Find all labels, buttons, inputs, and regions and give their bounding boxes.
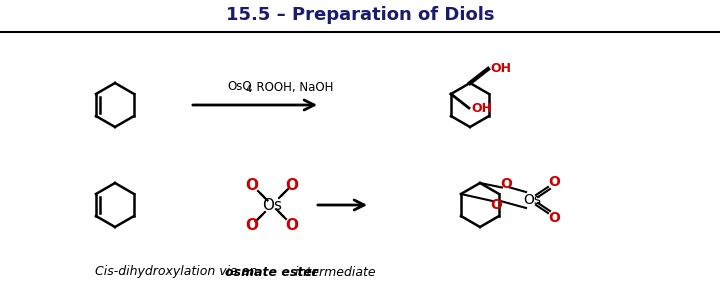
Text: Os: Os [523, 193, 541, 207]
Text: 4: 4 [246, 86, 251, 94]
Text: O: O [548, 211, 560, 225]
Text: OH: OH [471, 101, 492, 115]
Text: OH: OH [490, 62, 511, 75]
Text: O: O [500, 177, 512, 190]
Text: Os: Os [262, 198, 282, 213]
Text: O: O [286, 217, 299, 232]
Text: O: O [286, 177, 299, 192]
Text: Cis-dihydroxylation via an: Cis-dihydroxylation via an [95, 266, 261, 278]
Text: intermediate: intermediate [291, 266, 375, 278]
Text: osmate ester: osmate ester [225, 266, 318, 278]
Text: O: O [246, 217, 258, 232]
Text: O: O [246, 177, 258, 192]
Text: O: O [490, 198, 503, 212]
Text: 15.5 – Preparation of Diols: 15.5 – Preparation of Diols [226, 6, 494, 24]
Text: O: O [548, 175, 560, 189]
Text: OsO: OsO [227, 81, 251, 94]
Text: , ROOH, NaOH: , ROOH, NaOH [249, 81, 333, 94]
